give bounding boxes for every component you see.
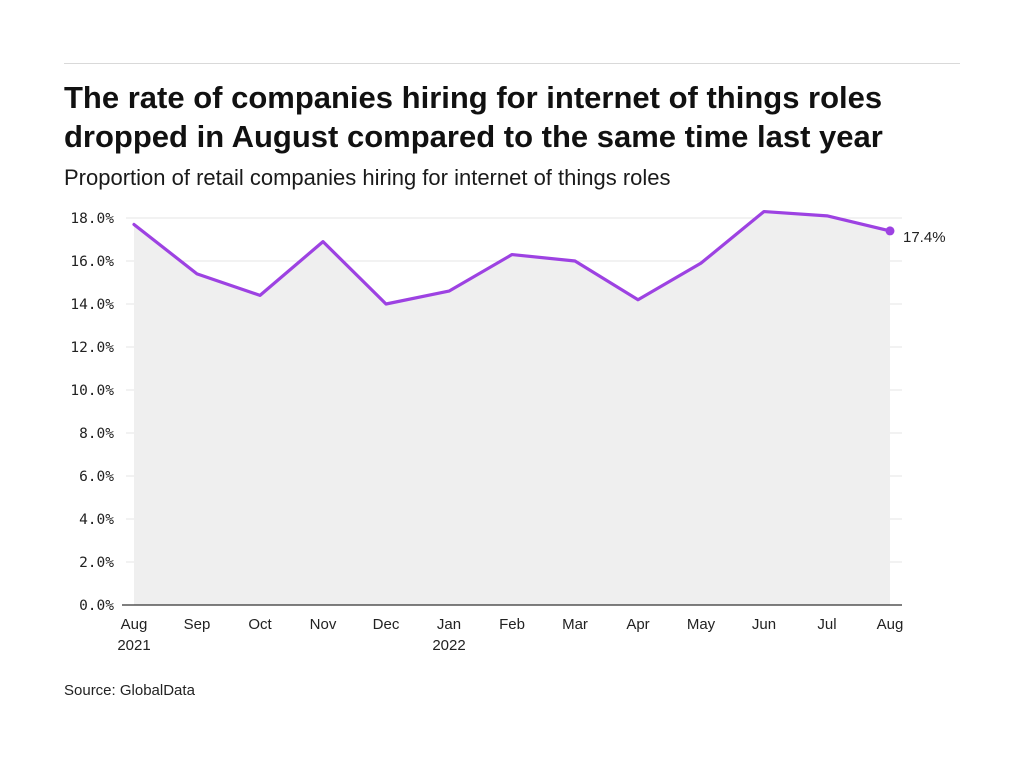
x-tick-label: Nov (310, 616, 337, 633)
y-tick-label: 18.0% (70, 211, 114, 227)
data-point (510, 253, 514, 257)
x-tick-label: Aug (877, 616, 904, 633)
data-point (384, 302, 388, 306)
data-point (132, 222, 136, 226)
data-point (825, 214, 829, 218)
area-fill (134, 211, 890, 606)
chart-title: The rate of companies hiring for interne… (64, 78, 964, 156)
y-tick-label: 10.0% (70, 383, 114, 399)
x-tick-label: Jun (752, 616, 776, 633)
x-tick-label: May (687, 616, 716, 633)
source-note: Source: GlobalData (64, 682, 195, 699)
x-tick-year-label: 2021 (117, 637, 150, 654)
y-tick-label: 12.0% (70, 340, 114, 356)
chart-title-line-1: The rate of companies hiring for interne… (64, 80, 883, 115)
data-point (636, 298, 640, 302)
data-point (573, 259, 577, 263)
x-tick-label: Sep (184, 616, 211, 633)
end-value-label: 17.4% (903, 229, 946, 246)
x-tick-label: Oct (248, 616, 272, 633)
x-tick-label: Jan (437, 616, 461, 633)
data-point (195, 272, 199, 276)
data-point (258, 293, 262, 297)
series-line (132, 209, 892, 306)
data-point (762, 210, 766, 214)
x-axis-ticks: Aug 2021 Sep Oct Nov Dec Jan 2022 Feb Mar Apr May Ju… (117, 604, 904, 654)
y-axis-ticks: 0.0% 2.0% 4.0% 6.0% 8.0% 10.0% 12.0% 14.0% 16.0%… (70, 211, 114, 614)
y-tick-label: 8.0% (79, 426, 114, 442)
y-tick-label: 16.0% (70, 254, 114, 270)
series-line-path (132, 209, 892, 306)
x-tick-label: Feb (499, 616, 525, 633)
x-tick-label: Aug (121, 616, 148, 633)
x-tick-label: Apr (626, 616, 649, 633)
data-points: 17.4% (132, 210, 946, 306)
data-point (447, 289, 451, 293)
x-tick-label: Mar (562, 616, 588, 633)
y-tick-label: 4.0% (79, 512, 114, 528)
chart-subtitle: Proportion of retail companies hiring fo… (64, 165, 671, 190)
x-tick-label: Jul (817, 616, 836, 633)
line-chart: 0.0% 2.0% 4.0% 6.0% 8.0% 10.0% 12.0% 14.0% 16.0%… (70, 209, 946, 654)
top-rule (64, 63, 960, 64)
y-tick-label: 14.0% (70, 297, 114, 313)
y-tick-label: 0.0% (79, 598, 114, 614)
data-point (321, 240, 325, 244)
y-tick-label: 6.0% (79, 469, 114, 485)
x-tick-label: Dec (373, 616, 400, 633)
end-point-marker (885, 226, 895, 236)
x-tick-year-label: 2022 (432, 637, 465, 654)
series-area (134, 211, 890, 606)
chart-title-line-2: dropped in August compared to the same t… (64, 119, 883, 154)
y-tick-label: 2.0% (79, 555, 114, 571)
data-point (699, 261, 703, 265)
